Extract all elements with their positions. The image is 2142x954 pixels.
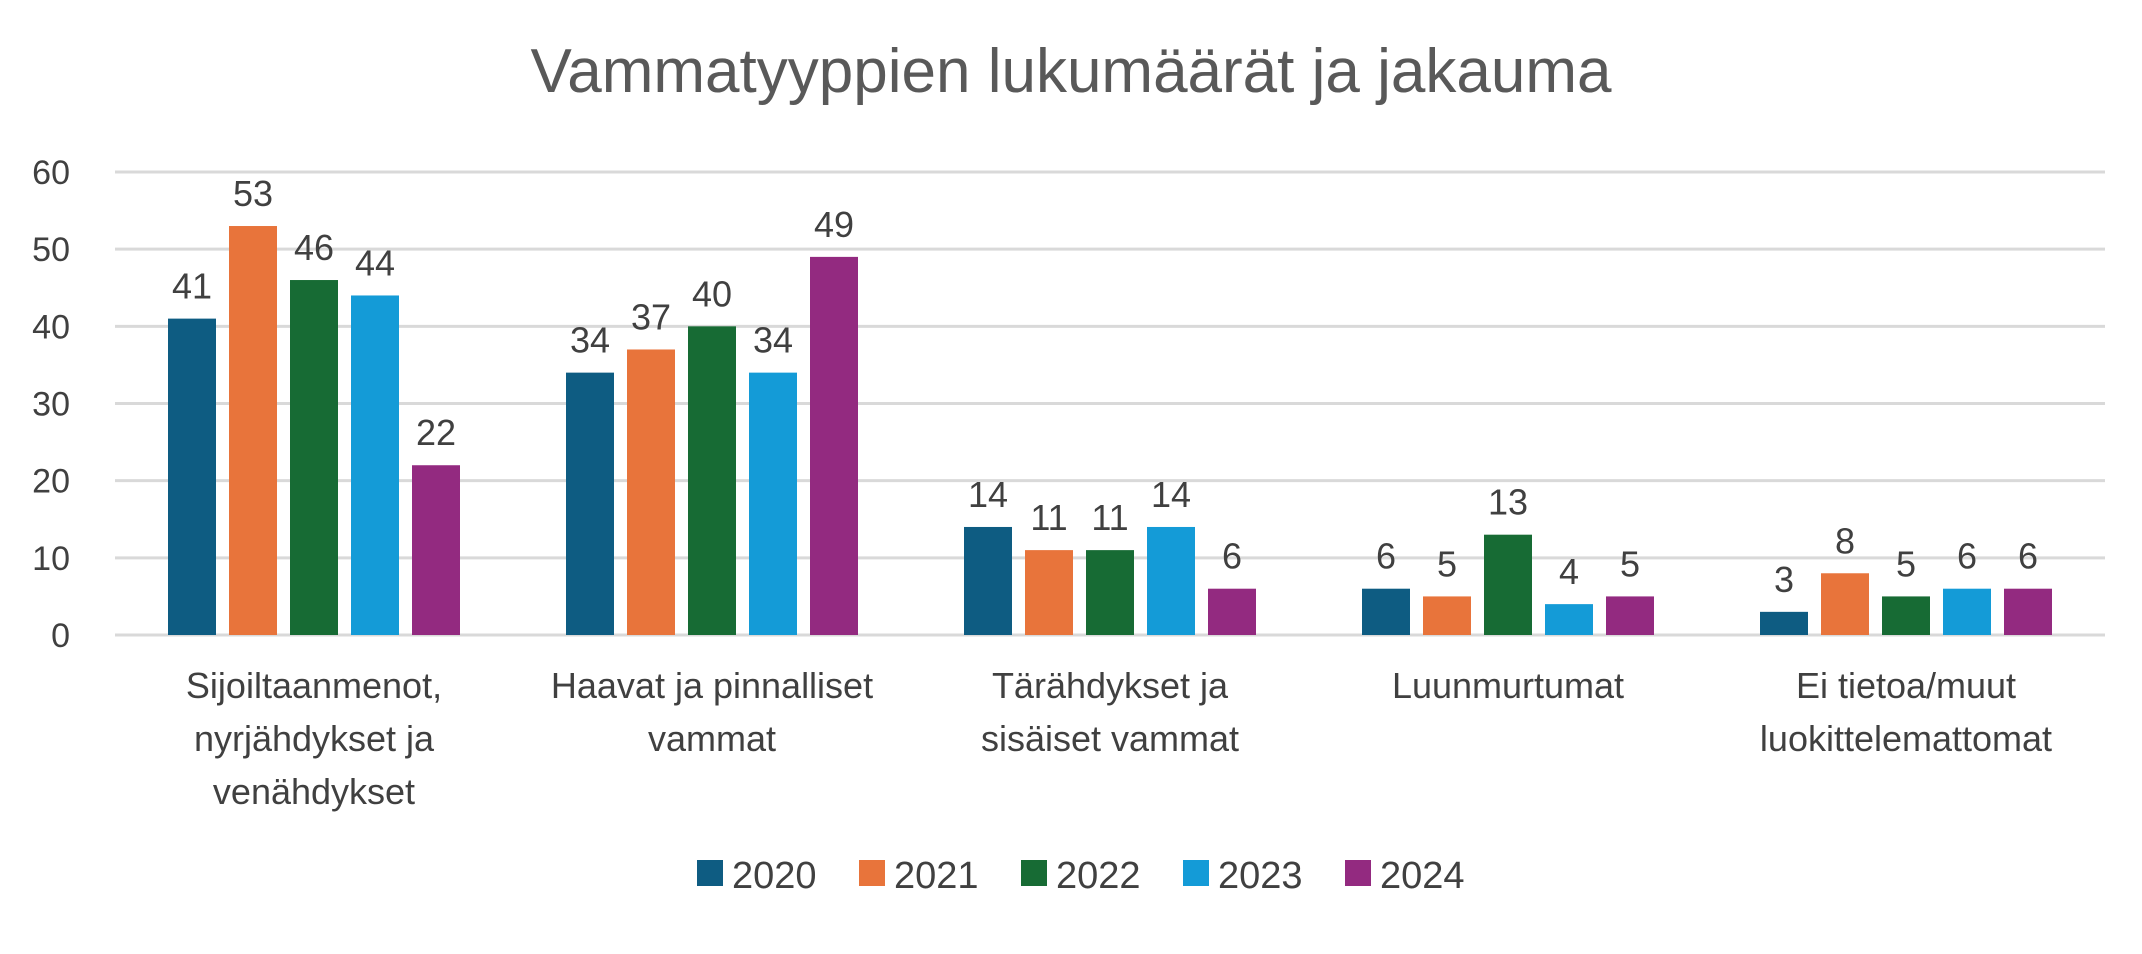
category-label: Haavat ja pinnalliset vammat (551, 665, 873, 759)
data-label: 34 (570, 320, 610, 361)
data-label: 5 (1620, 543, 1640, 584)
data-label: 53 (233, 173, 273, 214)
data-label: 14 (968, 474, 1008, 515)
data-label: 44 (355, 242, 395, 283)
bar-2022 (1086, 550, 1134, 635)
category-label-line: vammat (648, 718, 776, 759)
legend-label-2022: 2022 (1056, 855, 1141, 897)
bar-2020 (1760, 611, 1808, 635)
bar-2021 (1423, 596, 1471, 635)
bar-2020 (964, 526, 1012, 635)
bar-2021 (627, 349, 675, 635)
legend-label-2020: 2020 (732, 855, 817, 897)
category-label: Luunmurtumat (1392, 665, 1624, 706)
legend-swatch-2022 (1021, 860, 1047, 886)
bar-2023 (1545, 604, 1593, 635)
data-label: 41 (172, 266, 212, 307)
bar-2024 (1208, 588, 1256, 635)
legend-swatch-2020 (697, 860, 723, 886)
legend-label-2023: 2023 (1218, 855, 1303, 897)
bar-2020 (1362, 588, 1410, 635)
category-label: Sijoiltaanmenot, nyrjähdykset ja venähdyks… (186, 665, 442, 812)
y-tick-label: 10 (32, 540, 70, 578)
category-label-line: luokittelemattomat (1760, 718, 2052, 759)
category-label-line: nyrjähdykset ja (194, 718, 435, 759)
bar-2021 (1025, 550, 1073, 635)
data-label: 5 (1896, 543, 1916, 584)
category-label-line: Sijoiltaanmenot, (186, 665, 442, 706)
bar-2024 (1606, 596, 1654, 635)
data-label: 13 (1488, 482, 1528, 523)
y-tick-label: 60 (32, 154, 70, 192)
bar-2021 (1821, 573, 1869, 635)
data-label: 6 (2018, 536, 2038, 577)
legend-swatch-2023 (1183, 860, 1209, 886)
bar-2024 (412, 465, 460, 635)
bar-2024 (810, 256, 858, 635)
y-tick-label: 30 (32, 386, 70, 424)
category-label: Ei tietoa/muut luokittelemattomat (1760, 665, 2052, 759)
bar-2022 (1882, 596, 1930, 635)
category-label-line: Ei tietoa/muut (1796, 665, 2016, 706)
y-tick-label: 20 (32, 463, 70, 501)
bar-2020 (168, 318, 216, 635)
data-label: 6 (1957, 536, 1977, 577)
data-label: 37 (631, 296, 671, 337)
data-label: 11 (1091, 497, 1128, 538)
bar-2022 (688, 326, 736, 635)
data-label: 4 (1559, 551, 1579, 592)
bar-2023 (351, 295, 399, 635)
category-label-line: Luunmurtumat (1392, 665, 1624, 706)
category-label-line: Tärähdykset ja (992, 665, 1229, 706)
category-label-line: sisäiset vammat (981, 718, 1239, 759)
category-label-line: venähdykset (213, 771, 415, 812)
y-tick-label: 50 (32, 231, 70, 269)
data-label: 22 (416, 412, 456, 453)
data-label: 8 (1835, 520, 1855, 561)
data-label: 6 (1376, 536, 1396, 577)
bar-2020 (566, 372, 614, 635)
category-label-line: Haavat ja pinnalliset (551, 665, 873, 706)
bar-2022 (1484, 534, 1532, 635)
data-label: 34 (753, 320, 793, 361)
category-label: Tärähdykset ja sisäiset vammat (981, 665, 1239, 759)
data-label: 46 (294, 227, 334, 268)
y-tick-label: 40 (32, 308, 70, 346)
y-tick-label: 0 (51, 617, 70, 655)
legend-label-2021: 2021 (894, 855, 979, 897)
data-label: 11 (1030, 497, 1067, 538)
data-label: 5 (1437, 543, 1457, 584)
legend-label-2024: 2024 (1380, 855, 1465, 897)
bar-2023 (1147, 526, 1195, 635)
bar-2023 (1943, 588, 1991, 635)
chart-title: Vammatyyppien lukumäärät ja jakauma (531, 37, 1612, 106)
data-label: 14 (1151, 474, 1191, 515)
data-label: 40 (692, 273, 732, 314)
bar-2023 (749, 372, 797, 635)
bar-2022 (290, 280, 338, 635)
data-label: 49 (814, 204, 854, 245)
bar-2021 (229, 226, 277, 635)
data-label: 6 (1222, 536, 1242, 577)
data-label: 3 (1774, 559, 1794, 600)
bar-2024 (2004, 588, 2052, 635)
legend-swatch-2024 (1345, 860, 1371, 886)
legend-swatch-2021 (859, 860, 885, 886)
